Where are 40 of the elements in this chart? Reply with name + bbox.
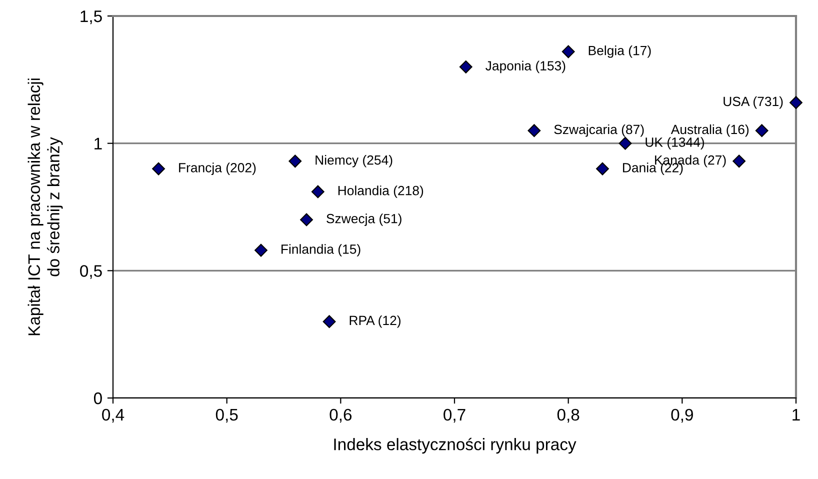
x-axis-title: Indeks elastyczności rynku pracy (334, 438, 576, 454)
x-tick-label: 0,8 (557, 408, 580, 423)
annotation: Belgia (17) (588, 46, 651, 58)
x-tick-label: 0,4 (102, 408, 124, 423)
point (322, 315, 336, 328)
point (300, 213, 313, 226)
annotation: Finlandia (15) (282, 244, 360, 256)
point (528, 124, 541, 138)
point (288, 154, 302, 168)
annotation: Szwajcaria (87) (554, 124, 644, 137)
annotation: USA (731) (724, 96, 783, 109)
y-tick-label: 0 (94, 392, 102, 404)
y-tick-label: 1,5 (80, 10, 102, 24)
point (152, 162, 165, 176)
annotation: Japonia (153) (486, 60, 566, 74)
annotation: UK (1344) (646, 137, 704, 150)
point (755, 124, 768, 138)
point (732, 154, 746, 168)
x-tick-label: 1 (792, 409, 800, 420)
point (562, 45, 575, 58)
annotation: Dania (22) (623, 162, 683, 175)
annotation: Szwecja (51) (326, 214, 402, 226)
point (596, 162, 609, 176)
point (254, 244, 268, 257)
annotation: Francja (202) (179, 162, 256, 175)
annotation: Niemcy (254) (316, 155, 392, 168)
y-tick-label: 1 (94, 138, 102, 150)
x-tick-label: 0,6 (330, 408, 352, 423)
point (790, 96, 802, 110)
annotation: Holandia (218) (338, 186, 424, 198)
annotation: RPA (12) (350, 315, 400, 328)
x-tick-label: 0,9 (671, 408, 693, 423)
x-tick-label: 0,7 (444, 408, 466, 423)
y-axis-title: Kapitał ICT na pracownika w relacji do średnij z branży (28, 78, 63, 336)
y-tick-label: 0,5 (80, 265, 102, 279)
point (459, 60, 472, 74)
annotation: Australia (16) (670, 124, 749, 137)
point (311, 185, 324, 198)
x-tick-label: 0,5 (216, 408, 238, 423)
point (618, 136, 632, 150)
